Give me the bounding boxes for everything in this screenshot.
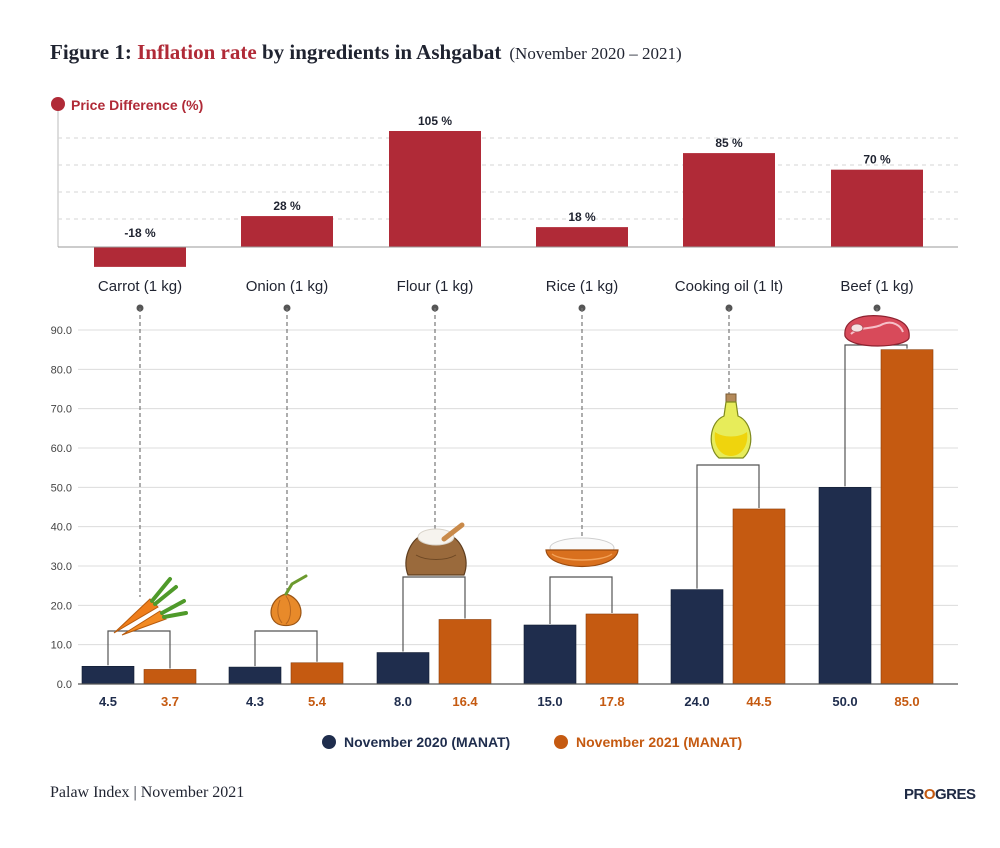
y-tick-7: 70.0 xyxy=(51,404,72,416)
value-nov2020-3: 15.0 xyxy=(537,694,562,709)
category-label-1: Onion (1 kg) xyxy=(246,278,329,295)
title-period: (November 2020 – 2021) xyxy=(509,44,682,63)
category-label-3: Rice (1 kg) xyxy=(546,278,619,295)
bar-nov2020-3 xyxy=(523,624,577,685)
chart-title: Figure 1: Inflation rate by ingredients … xyxy=(50,40,682,65)
bar-nov2020-1 xyxy=(228,666,282,685)
bar-nov2020-4 xyxy=(670,589,724,685)
y-tick-3: 30.0 xyxy=(51,561,72,573)
legend-label-nov2020: November 2020 (MANAT) xyxy=(344,734,511,750)
bracket-0 xyxy=(107,630,171,669)
diff-bar-1 xyxy=(241,216,333,247)
value-nov2020-0: 4.5 xyxy=(99,694,117,709)
y-tick-6: 60.0 xyxy=(51,443,72,455)
carrot-icon xyxy=(113,577,188,636)
top-axis-marker xyxy=(51,97,65,111)
value-nov2021-2: 16.4 xyxy=(452,694,478,709)
flour-sack-icon xyxy=(405,522,467,576)
legend-swatch-nov2021 xyxy=(554,735,568,749)
title-highlight: Inflation rate xyxy=(137,40,257,64)
y-tick-1: 10.0 xyxy=(51,640,72,652)
diff-bar-3 xyxy=(536,227,628,247)
diff-bar-5 xyxy=(831,169,923,247)
value-nov2021-4: 44.5 xyxy=(746,694,771,709)
bar-nov2020-0 xyxy=(81,665,135,685)
title-prefix: Figure 1: xyxy=(50,40,138,64)
diff-label-1: 28 % xyxy=(273,199,301,213)
y-tick-4: 40.0 xyxy=(51,522,72,534)
bar-nov2021-1 xyxy=(290,662,344,685)
category-label-0: Carrot (1 kg) xyxy=(98,278,182,295)
bracket-2 xyxy=(402,576,466,652)
value-nov2020-2: 8.0 xyxy=(394,694,412,709)
legend-swatch-nov2020 xyxy=(322,735,336,749)
y-tick-0: 0.0 xyxy=(57,679,72,691)
onion-icon xyxy=(270,574,308,627)
logo-part-a: PR xyxy=(904,786,924,803)
beef-steak-icon xyxy=(844,315,910,347)
category-label-5: Beef (1 kg) xyxy=(840,278,913,295)
bar-nov2021-5 xyxy=(880,349,934,685)
value-nov2020-5: 50.0 xyxy=(832,694,857,709)
y-tick-2: 20.0 xyxy=(51,600,72,612)
legend-label-nov2021: November 2021 (MANAT) xyxy=(576,734,743,750)
logo-part-b: GRES xyxy=(935,786,976,803)
y-tick-5: 50.0 xyxy=(51,482,72,494)
category-label-2: Flour (1 kg) xyxy=(397,278,474,295)
y-tick-9: 90.0 xyxy=(51,325,72,337)
value-nov2020-1: 4.3 xyxy=(246,694,264,709)
bracket-4 xyxy=(696,464,760,589)
y-tick-8: 80.0 xyxy=(51,364,72,376)
value-nov2021-1: 5.4 xyxy=(308,694,327,709)
legend-item-nov2021: November 2021 (MANAT) xyxy=(554,734,742,750)
diff-bar-4 xyxy=(683,153,775,247)
bracket-1 xyxy=(254,630,318,667)
bar-nov2021-2 xyxy=(438,619,492,685)
value-nov2021-5: 85.0 xyxy=(894,694,919,709)
bar-nov2021-3 xyxy=(585,613,639,685)
diff-label-2: 105 % xyxy=(418,114,452,128)
diff-bar-0 xyxy=(94,247,186,267)
title-rest: by ingredients in Ashgabat xyxy=(256,40,502,64)
bracket-3 xyxy=(549,576,613,624)
rice-bowl-icon xyxy=(545,537,619,567)
top-axis-label: Price Difference (%) xyxy=(71,97,203,113)
source-note: Palaw Index | November 2021 xyxy=(50,784,245,801)
diff-bar-2 xyxy=(389,131,481,247)
oil-bottle-icon xyxy=(710,393,752,459)
category-label-4: Cooking oil (1 lt) xyxy=(675,278,783,295)
value-nov2021-0: 3.7 xyxy=(161,694,179,709)
diff-label-5: 70 % xyxy=(863,153,891,167)
diff-label-0: -18 % xyxy=(124,226,156,240)
logo-part-o: O xyxy=(923,786,936,803)
diff-label-3: 18 % xyxy=(568,210,596,224)
legend-item-nov2020: November 2020 (MANAT) xyxy=(322,734,510,750)
bar-nov2020-5 xyxy=(818,487,872,685)
value-nov2021-3: 17.8 xyxy=(599,694,624,709)
value-nov2020-4: 24.0 xyxy=(684,694,709,709)
progres-logo: PROGRES xyxy=(904,786,976,803)
diff-label-4: 85 % xyxy=(715,136,743,150)
bar-nov2020-2 xyxy=(376,652,430,685)
bar-nov2021-0 xyxy=(143,669,197,685)
bar-nov2021-4 xyxy=(732,508,786,685)
